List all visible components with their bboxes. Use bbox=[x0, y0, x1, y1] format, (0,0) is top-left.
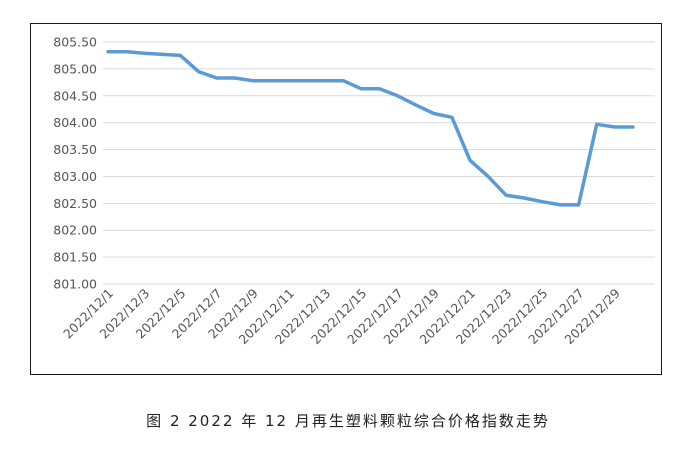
chart-frame: 805.50 805.00 804.50 804.00 803.50 803.00 802.… bbox=[30, 23, 662, 375]
y-tick-label: 804.50 bbox=[53, 88, 97, 103]
data-point bbox=[631, 125, 635, 129]
data-point bbox=[269, 79, 273, 83]
data-point bbox=[450, 115, 454, 119]
data-point bbox=[577, 203, 581, 207]
series-line bbox=[106, 49, 635, 207]
line-chart: 805.50 805.00 804.50 804.00 803.50 803.00 802.… bbox=[53, 35, 655, 347]
x-axis-ticks: 2022/12/12022/12/32022/12/52022/12/72022… bbox=[60, 285, 623, 347]
data-point bbox=[613, 125, 617, 129]
data-point bbox=[432, 112, 436, 116]
data-point bbox=[287, 79, 291, 83]
data-point bbox=[160, 52, 164, 56]
data-point bbox=[215, 76, 219, 80]
data-point bbox=[359, 87, 363, 91]
series-layer bbox=[106, 49, 635, 207]
data-point bbox=[197, 70, 200, 74]
data-point bbox=[106, 50, 110, 54]
data-point bbox=[178, 53, 182, 57]
data-point bbox=[142, 51, 146, 55]
y-tick-label: 802.50 bbox=[53, 196, 97, 211]
y-tick-label: 805.00 bbox=[53, 61, 97, 76]
data-point bbox=[323, 79, 327, 83]
data-point bbox=[396, 94, 400, 98]
y-tick-label: 803.50 bbox=[53, 142, 97, 157]
data-point bbox=[124, 50, 128, 54]
y-tick-label: 801.50 bbox=[53, 250, 97, 265]
data-point bbox=[540, 200, 544, 204]
data-point bbox=[414, 103, 418, 107]
y-tick-label: 803.00 bbox=[53, 169, 97, 184]
gridlines bbox=[103, 41, 655, 285]
data-point bbox=[522, 196, 526, 200]
data-point bbox=[341, 79, 345, 83]
data-point bbox=[251, 79, 255, 83]
y-axis-ticks: 805.50 805.00 804.50 804.00 803.50 803.00 802.… bbox=[53, 35, 97, 292]
data-point bbox=[504, 193, 508, 197]
figure-caption: 图 2 2022 年 12 月再生塑料颗粒综合价格指数走势 bbox=[146, 412, 550, 430]
data-point bbox=[233, 76, 237, 80]
data-point bbox=[305, 79, 309, 83]
y-tick-label: 802.00 bbox=[53, 223, 97, 238]
data-point bbox=[559, 203, 562, 207]
data-point bbox=[595, 122, 599, 126]
y-tick-label: 801.00 bbox=[53, 277, 97, 292]
data-point bbox=[486, 174, 490, 178]
y-tick-label: 805.50 bbox=[53, 35, 97, 50]
y-tick-label: 804.00 bbox=[53, 115, 97, 130]
data-point bbox=[378, 87, 381, 91]
data-point bbox=[468, 158, 472, 162]
